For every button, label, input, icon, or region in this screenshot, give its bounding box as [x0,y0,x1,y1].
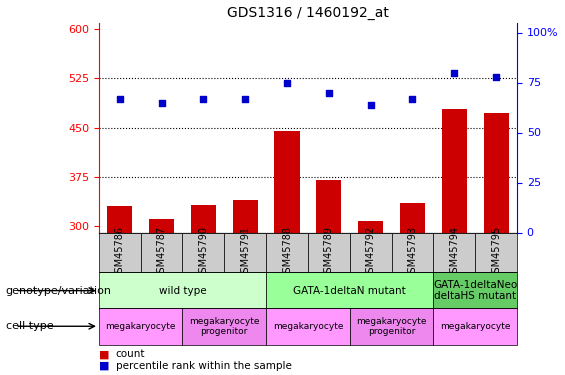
Text: cell type: cell type [6,321,53,331]
Point [492,74,501,80]
Bar [392,232,433,272]
Point [199,96,208,102]
Text: GSM45792: GSM45792 [366,226,376,279]
Text: GATA-1deltaNeo
deltaHS mutant: GATA-1deltaNeo deltaHS mutant [433,280,518,302]
Bar [182,308,266,345]
Bar [433,308,517,345]
Text: megakaryocyte
progenitor: megakaryocyte progenitor [189,316,259,336]
Bar [275,131,299,375]
Bar [433,272,517,309]
Bar [224,232,266,272]
Text: megakaryocyte: megakaryocyte [273,322,343,331]
Bar [191,205,216,375]
Bar [350,232,392,272]
Text: wild type: wild type [159,286,206,296]
Bar [475,232,517,272]
Bar [99,272,266,309]
Text: genotype/variation: genotype/variation [6,286,112,296]
Point [282,80,292,86]
Text: ■: ■ [99,350,110,359]
Text: GSM45790: GSM45790 [198,226,208,279]
Text: GSM45788: GSM45788 [282,226,292,279]
Bar [99,232,141,272]
Bar [266,308,350,345]
Text: megakaryocyte: megakaryocyte [106,322,176,331]
Bar [433,232,475,272]
Bar [107,206,132,375]
Text: GSM45791: GSM45791 [240,226,250,279]
Bar [308,232,350,272]
Point [366,102,375,108]
Text: GSM45787: GSM45787 [157,226,167,279]
Bar [233,200,258,375]
Bar [442,109,467,375]
Text: GSM45793: GSM45793 [407,226,418,279]
Text: count: count [116,350,145,359]
Bar [141,232,182,272]
Bar [358,221,383,375]
Point [157,99,166,105]
Text: GSM45786: GSM45786 [115,226,125,279]
Bar [266,232,308,272]
Text: GSM45789: GSM45789 [324,226,334,279]
Point [115,96,124,102]
Bar [350,308,433,345]
Bar [266,272,433,309]
Text: ■: ■ [99,361,110,370]
Text: GATA-1deltaN mutant: GATA-1deltaN mutant [293,286,406,296]
Text: megakaryocyte
progenitor: megakaryocyte progenitor [357,316,427,336]
Bar [99,308,182,345]
Point [408,96,417,102]
Text: GSM45795: GSM45795 [491,226,501,279]
Title: GDS1316 / 1460192_at: GDS1316 / 1460192_at [227,6,389,20]
Point [241,96,250,102]
Bar [316,180,341,375]
Bar [182,232,224,272]
Bar [149,219,174,375]
Text: GSM45794: GSM45794 [449,226,459,279]
Bar [484,113,508,375]
Point [324,90,333,96]
Text: percentile rank within the sample: percentile rank within the sample [116,361,292,370]
Text: megakaryocyte: megakaryocyte [440,322,510,331]
Point [450,69,459,75]
Bar [400,203,425,375]
